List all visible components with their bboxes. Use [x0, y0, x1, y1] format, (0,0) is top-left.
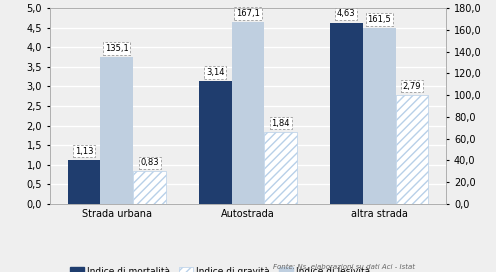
- Text: 0,83: 0,83: [140, 158, 159, 167]
- Bar: [264, 132, 297, 204]
- Legend: Indice di mortalità, Indice di gravità, Indice di lesività: Indice di mortalità, Indice di gravità, …: [66, 263, 374, 272]
- Bar: [363, 28, 396, 204]
- Bar: [330, 23, 363, 204]
- Bar: [396, 95, 429, 204]
- Bar: [232, 22, 264, 204]
- Text: 1,84: 1,84: [271, 119, 290, 128]
- Text: Fonte: Ns. elaborazioni su dati Aci - Istat: Fonte: Ns. elaborazioni su dati Aci - Is…: [273, 264, 415, 270]
- Text: 1,13: 1,13: [75, 147, 93, 156]
- Bar: [100, 57, 133, 204]
- Text: 2,79: 2,79: [403, 82, 421, 91]
- Bar: [199, 81, 232, 204]
- Text: 135,1: 135,1: [105, 44, 128, 53]
- Text: 4,63: 4,63: [337, 10, 356, 18]
- Text: 167,1: 167,1: [236, 9, 260, 18]
- Text: 3,14: 3,14: [206, 68, 225, 77]
- Bar: [67, 160, 100, 204]
- Text: 161,5: 161,5: [368, 15, 391, 24]
- Bar: [133, 171, 166, 204]
